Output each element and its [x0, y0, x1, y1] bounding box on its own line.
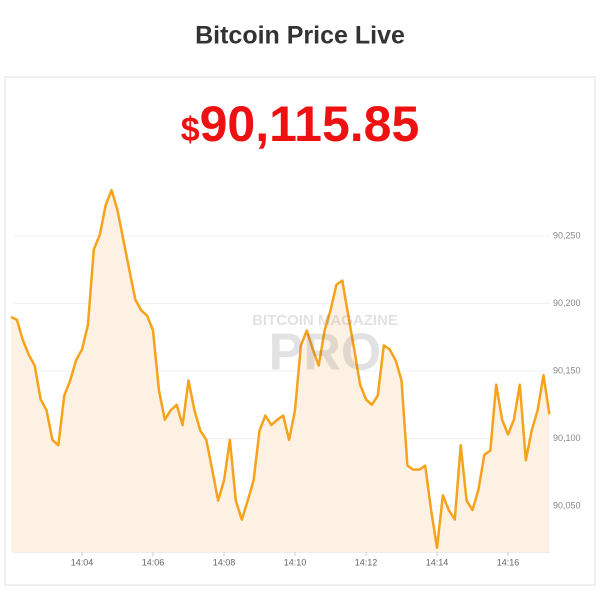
- x-tick-label: 14:12: [355, 557, 378, 567]
- y-tick-label: 90,200: [553, 298, 581, 308]
- x-tick-label: 14:14: [426, 557, 449, 567]
- y-tick-label: 90,150: [553, 365, 581, 375]
- watermark-top: BITCOIN MAGAZINE: [252, 312, 398, 329]
- watermark: BITCOIN MAGAZINE PRO: [252, 312, 398, 382]
- y-tick-label: 90,100: [553, 433, 581, 443]
- x-tick-label: 14:06: [142, 557, 165, 567]
- area: [11, 190, 550, 552]
- price-value: 90,115.85: [200, 96, 420, 152]
- x-tick-label: 14:16: [497, 557, 520, 567]
- y-tick-label: 90,250: [553, 230, 581, 240]
- x-tick-label: 14:10: [284, 557, 307, 567]
- x-tick-label: 14:04: [71, 557, 94, 567]
- watermark-brand: PRO: [269, 324, 382, 382]
- title: Bitcoin Price Live: [195, 22, 405, 50]
- currency: $: [181, 111, 200, 149]
- y-tick-label: 90,050: [553, 500, 581, 510]
- price: $90,115.85: [181, 96, 420, 152]
- x-tick-label: 14:08: [213, 557, 236, 567]
- plot: 90,050 90,100 90,150 90,200 90,250 14:04 14:06…: [10, 188, 581, 567]
- price-line: [10, 188, 551, 550]
